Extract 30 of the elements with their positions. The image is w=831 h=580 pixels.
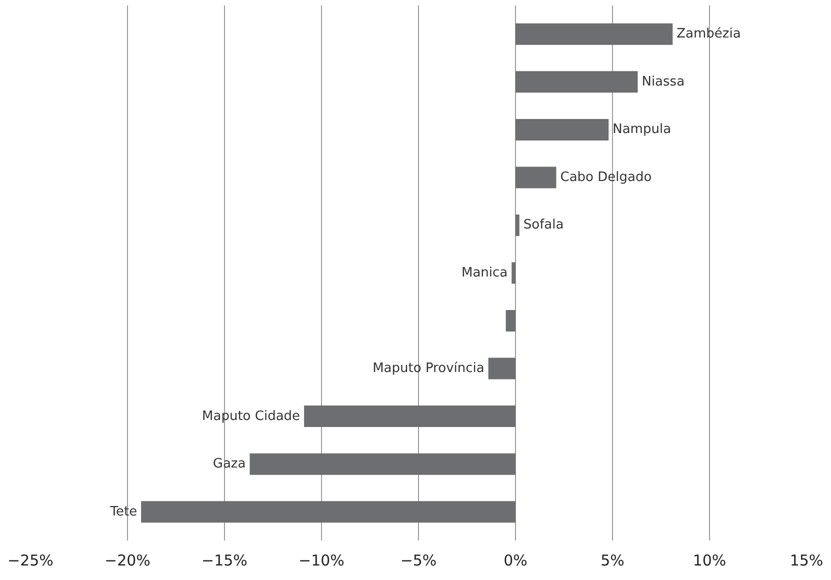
bar: [304, 406, 516, 428]
x-tick-label: 0%: [504, 552, 528, 570]
y-tick-label: Tete: [109, 504, 138, 520]
x-tick-label: −20%: [104, 552, 150, 570]
y-tick-label: Sofala: [523, 218, 564, 233]
bar: [516, 166, 556, 188]
x-tick-label: −5%: [400, 552, 437, 570]
y-tick-label: Cabo Delgado: [560, 170, 652, 185]
y-tick-label: Nampula: [612, 122, 672, 138]
bar: [512, 262, 516, 284]
x-tick-label: 10%: [692, 552, 726, 570]
x-tick-label: 5%: [600, 552, 624, 570]
y-tick-label: Gaza: [212, 456, 246, 472]
x-tick-label: −25%: [8, 552, 54, 570]
bar: [516, 214, 520, 236]
y-tick-label: Zambézia: [676, 26, 741, 42]
y-tick-label: Maputo Província: [372, 361, 484, 376]
bar: [141, 501, 516, 523]
bar: [488, 358, 516, 380]
x-tick-label: 15%: [790, 552, 824, 570]
bar: [516, 23, 673, 45]
y-tick-label: Maputo Cidade: [202, 408, 300, 424]
y-tick-label: Niassa: [642, 74, 685, 90]
bar: [506, 310, 516, 332]
bar: [250, 453, 516, 475]
y-tick-label: Manica: [461, 266, 508, 280]
bar: [516, 71, 638, 93]
bar: [516, 118, 609, 140]
x-tick-label: −10%: [298, 552, 344, 570]
x-tick-label: −15%: [202, 552, 248, 570]
